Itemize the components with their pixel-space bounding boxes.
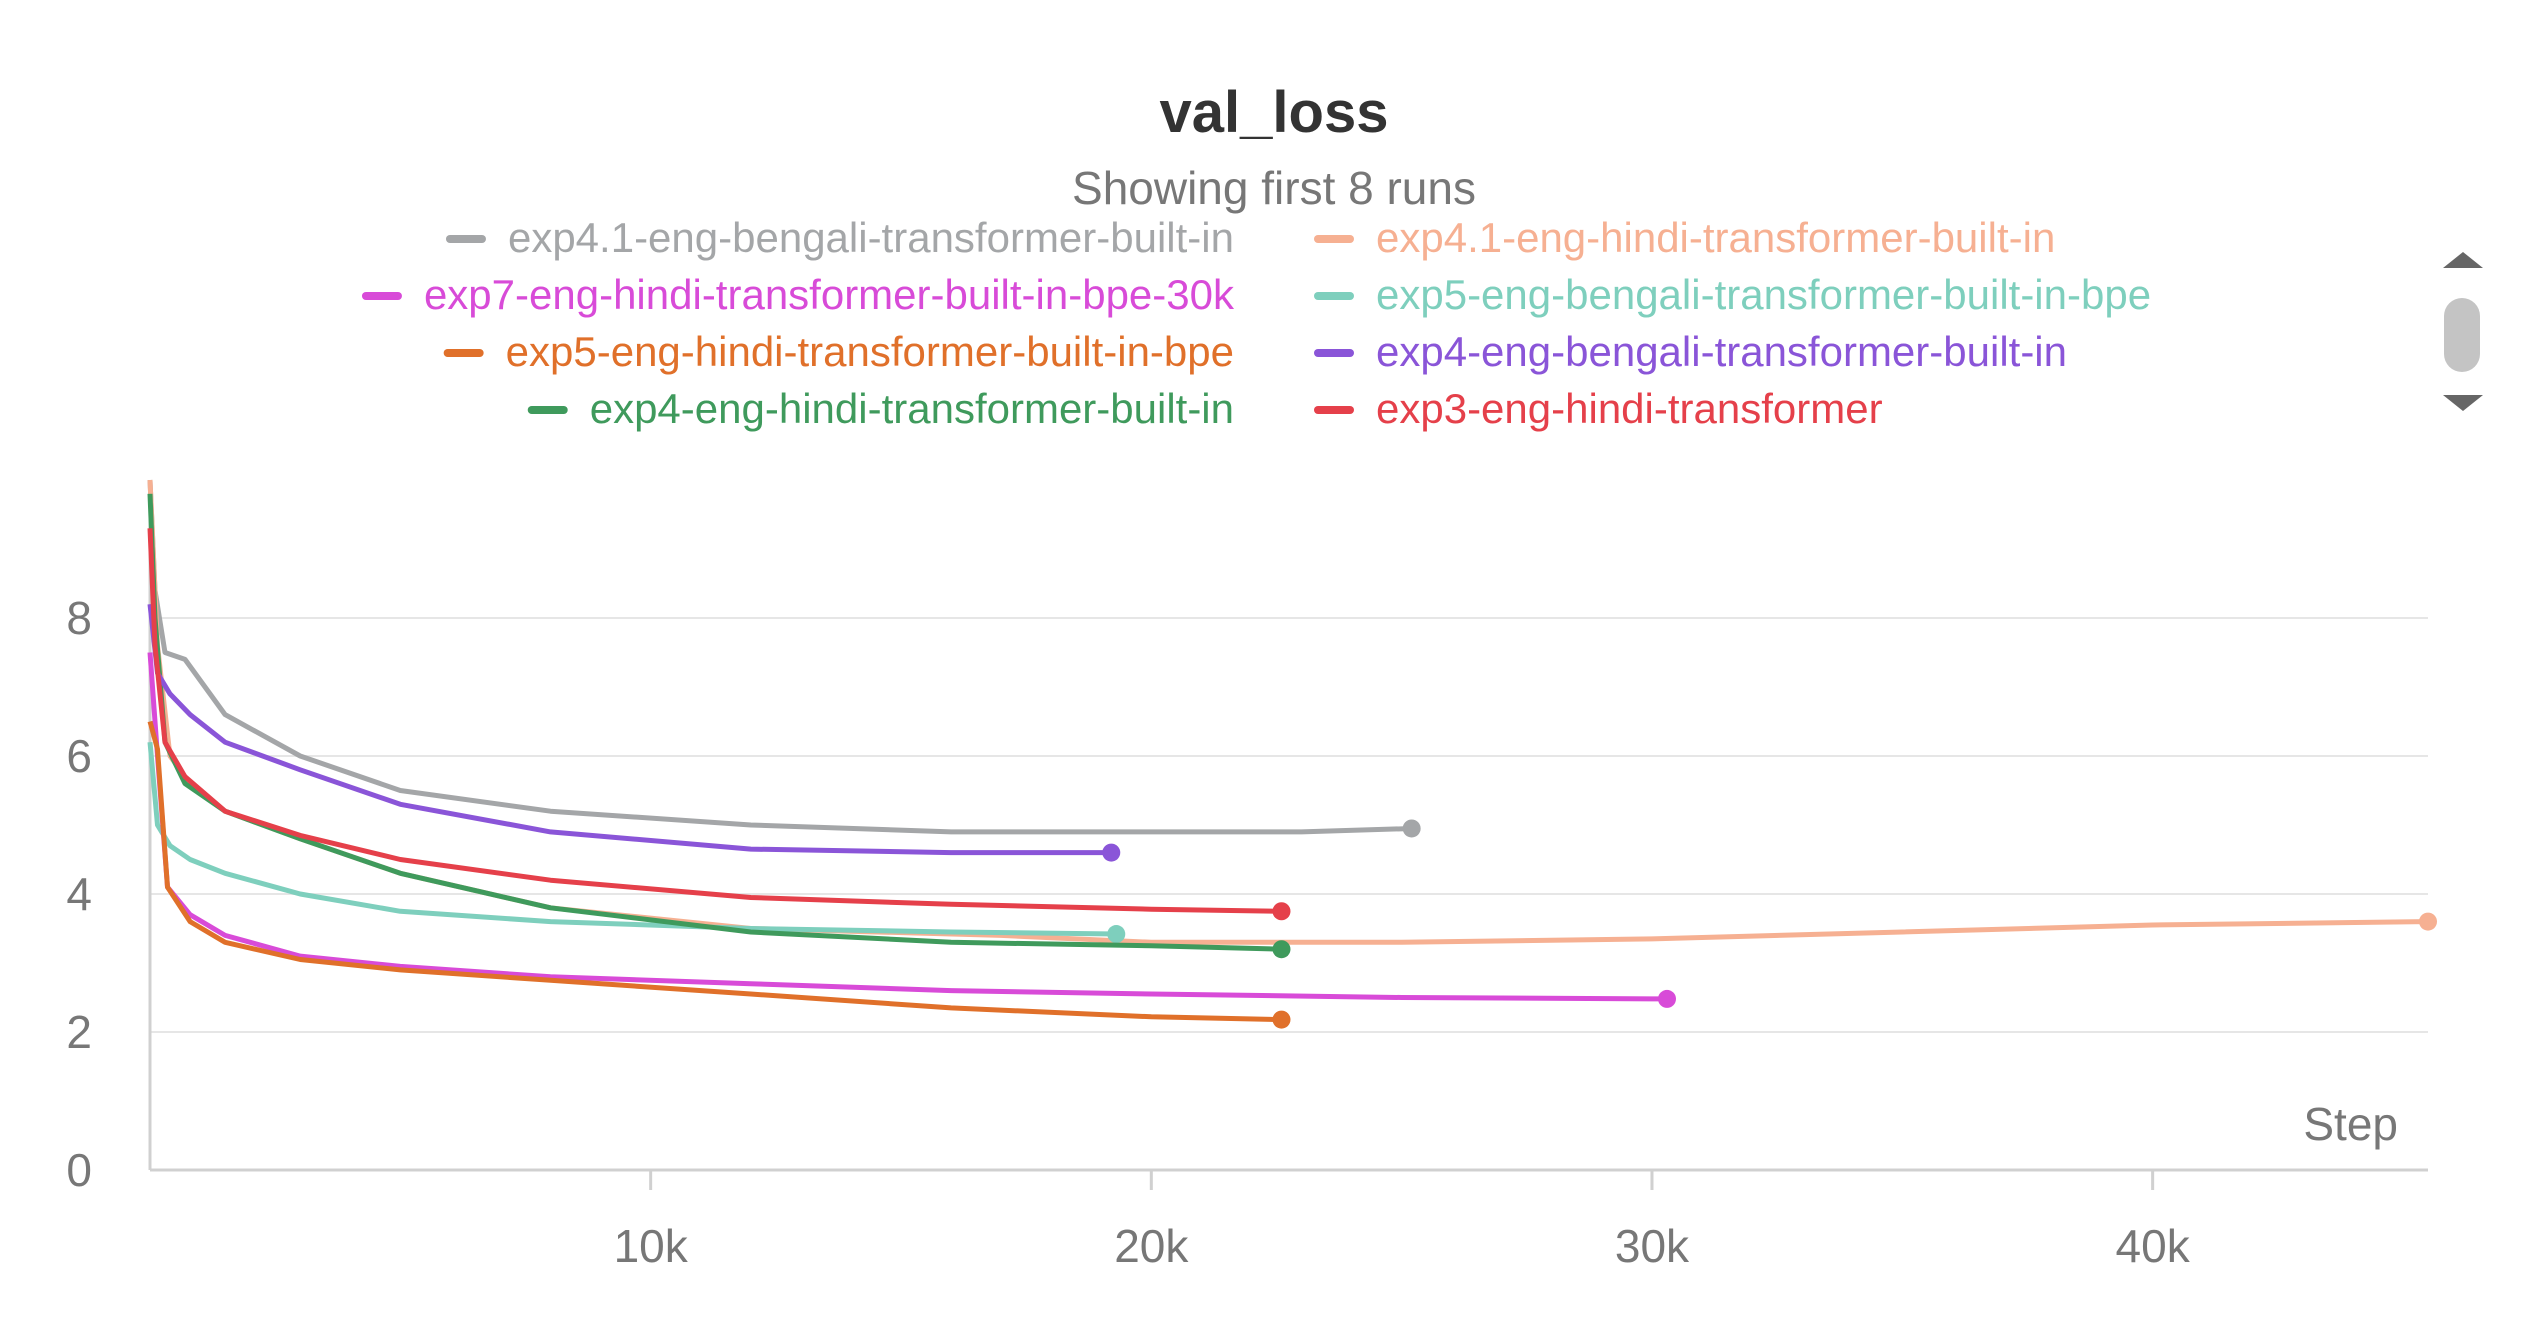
legend-label: exp4-eng-hindi-transformer-built-in <box>590 385 1234 432</box>
x-tick-label: 40k <box>2116 1220 2191 1272</box>
axes: 0 2 4 6 8 10k 20k 30k 40k <box>66 480 2428 1272</box>
y-tick-label: 6 <box>66 730 92 782</box>
x-axis-label: Step <box>2303 1098 2398 1150</box>
series-line <box>147 652 1668 1002</box>
legend-label: exp4-eng-bengali-transformer-built-in <box>1376 328 2067 375</box>
y-tick-label: 8 <box>66 592 92 644</box>
x-tick-label: 30k <box>1615 1220 1690 1272</box>
legend-label: exp4.1-eng-hindi-transformer-built-in <box>1376 214 2055 261</box>
series-line <box>147 528 1282 914</box>
x-tick-label: 20k <box>1114 1220 1189 1272</box>
legend-item[interactable]: exp4-eng-hindi-transformer-built-in <box>527 385 1234 432</box>
grid <box>150 617 2428 1033</box>
scroll-up-icon[interactable] <box>2443 252 2483 268</box>
series-end-point <box>1272 940 1291 959</box>
legend-label: exp4.1-eng-bengali-transformer-built-in <box>508 214 1234 261</box>
series-line <box>147 603 1112 856</box>
scroll-down-icon[interactable] <box>2443 395 2483 411</box>
y-tick-label: 2 <box>66 1006 92 1058</box>
legend-scrollbar[interactable] <box>2443 252 2483 411</box>
legend-item[interactable]: exp5-eng-bengali-transformer-built-in-bp… <box>1314 271 2151 318</box>
x-tick-label: 10k <box>614 1220 689 1272</box>
legend-item[interactable]: exp7-eng-hindi-transformer-built-in-bpe-… <box>361 271 1235 318</box>
series-layer <box>147 479 2437 1029</box>
legend-item[interactable]: exp3-eng-hindi-transformer <box>1314 385 1883 432</box>
series-end-point <box>1402 819 1421 838</box>
series-end-point <box>1107 925 1126 944</box>
legend: exp4.1-eng-bengali-transformer-built-in e… <box>361 214 2151 432</box>
legend-item[interactable]: exp4.1-eng-hindi-transformer-built-in <box>1314 214 2055 261</box>
chart-title: val_loss <box>1160 80 1389 145</box>
series-end-point <box>1102 843 1121 862</box>
chart-subtitle: Showing first 8 runs <box>1072 162 1476 214</box>
legend-label: exp3-eng-hindi-transformer <box>1376 385 1883 432</box>
series-end-point <box>1657 989 1676 1008</box>
series-line <box>147 720 1282 1023</box>
legend-item[interactable]: exp4.1-eng-bengali-transformer-built-in <box>445 214 1234 261</box>
legend-label: exp7-eng-hindi-transformer-built-in-bpe-… <box>424 271 1235 318</box>
y-tick-label: 0 <box>66 1144 92 1196</box>
series-end-point <box>1272 902 1291 921</box>
series-line <box>147 479 1412 835</box>
series-line <box>147 493 1282 952</box>
y-tick-label: 4 <box>66 868 92 920</box>
scroll-thumb[interactable] <box>2444 298 2480 372</box>
legend-label: exp5-eng-bengali-transformer-built-in-bp… <box>1376 271 2151 318</box>
legend-item[interactable]: exp4-eng-bengali-transformer-built-in <box>1314 328 2067 375</box>
legend-item[interactable]: exp5-eng-hindi-transformer-built-in-bpe <box>443 328 1234 375</box>
series-end-point <box>2419 912 2437 931</box>
series-end-point <box>1272 1010 1291 1029</box>
legend-label: exp5-eng-hindi-transformer-built-in-bpe <box>506 328 1234 375</box>
